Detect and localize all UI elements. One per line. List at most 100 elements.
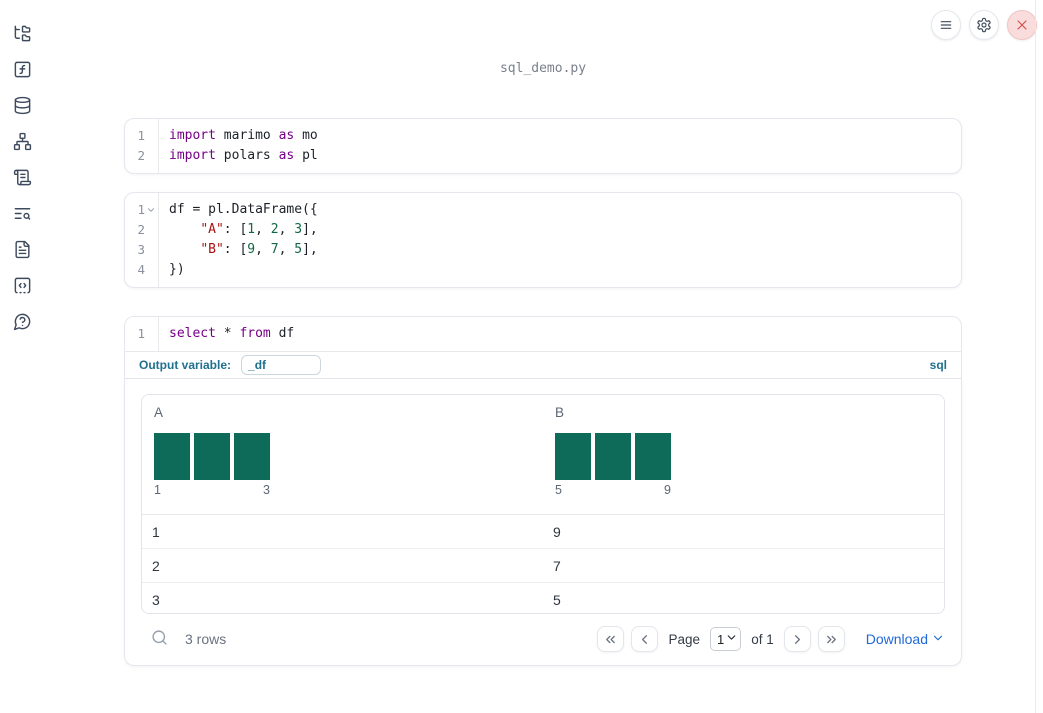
code-token: select: [169, 326, 216, 341]
code-token: ,: [278, 222, 295, 237]
code-token: 5: [294, 242, 303, 257]
sidebar: [0, 0, 44, 713]
table-cell: 9: [553, 523, 561, 540]
page-total-label: of 1: [751, 631, 774, 647]
output-variable-input[interactable]: [241, 355, 322, 375]
code-token: 1: [247, 222, 256, 237]
code-line: 4}): [125, 260, 961, 280]
last-page-button[interactable]: [817, 626, 845, 652]
code-text: select * from df: [158, 324, 294, 344]
sidebar-item-dependency-graph[interactable]: [8, 127, 36, 155]
folder-tree-icon: [14, 25, 30, 41]
code-editor[interactable]: 1 import marimo as mo 2 import polars as pl: [125, 119, 961, 173]
line-gutter: 2: [125, 220, 158, 240]
close-icon: [1017, 20, 1027, 30]
help-bubble-icon: [13, 313, 30, 330]
code-token: [169, 242, 200, 257]
prev-page-button[interactable]: [631, 626, 659, 652]
notebook-menu-button[interactable]: [931, 10, 961, 40]
code-token: }): [169, 262, 185, 277]
line-gutter: 3: [125, 240, 158, 260]
code-token: from: [239, 326, 271, 341]
code-token: *: [215, 326, 240, 341]
settings-icon: [977, 17, 991, 33]
scrollbar-track[interactable]: [1035, 0, 1036, 713]
chevron-right-icon: [794, 634, 800, 644]
download-button[interactable]: Download: [866, 631, 945, 648]
pagination: Page 1 of 1 Download: [597, 626, 945, 652]
chevron-down-icon: [933, 635, 943, 640]
shutdown-button[interactable]: [1007, 10, 1037, 40]
settings-button[interactable]: [969, 10, 999, 40]
code-token: mo: [294, 128, 318, 143]
code-token: "A": [200, 222, 224, 237]
notebook-filename: sql_demo.py: [499, 61, 587, 76]
page-label: Page: [668, 631, 700, 647]
first-page-button[interactable]: [597, 626, 625, 652]
histogram-bar: [154, 433, 190, 480]
sidebar-item-documentation[interactable]: [8, 235, 36, 263]
notebook-main: sql_demo.py 1 import marimo as mo 2 import …: [124, 0, 962, 713]
code-text: "B": [9, 7, 5],: [158, 240, 318, 260]
code-token: ],: [302, 222, 318, 237]
sidebar-item-snippets[interactable]: [8, 271, 36, 299]
search-icon: [151, 630, 167, 645]
code-line: 2 import polars as pl: [125, 146, 961, 166]
code-token: ],: [302, 242, 318, 257]
code-token: ,: [255, 222, 271, 237]
fold-slot[interactable]: [145, 205, 156, 215]
page-number-select[interactable]: 1: [709, 627, 742, 651]
code-line: 1 import marimo as mo: [125, 126, 961, 146]
sidebar-item-logs[interactable]: [8, 163, 36, 191]
sidebar-item-help[interactable]: [8, 307, 36, 335]
column-header-B[interactable]: B 5 9: [543, 395, 944, 514]
line-number: 1: [137, 202, 145, 217]
line-number: 2: [137, 148, 145, 163]
next-page-button[interactable]: [783, 626, 811, 652]
code-token: import: [169, 128, 216, 143]
code-token: df: [270, 326, 295, 341]
sidebar-item-data-sources[interactable]: [8, 91, 36, 119]
histogram-bar: [234, 433, 270, 480]
table-cell: 3: [152, 591, 160, 608]
line-number: 3: [137, 242, 145, 257]
code-line: 3 "B": [9, 7, 5],: [125, 240, 961, 260]
line-number: 4: [137, 262, 145, 277]
line-gutter: 4: [125, 260, 158, 280]
histogram-min-label: 5: [555, 483, 562, 497]
code-token: ,: [278, 242, 295, 257]
search-button[interactable]: [147, 627, 171, 651]
line-number: 1: [137, 326, 145, 341]
code-token: as: [278, 128, 295, 143]
topbar-actions: [931, 10, 1037, 40]
line-gutter: 2: [125, 146, 158, 166]
text-search-icon: [14, 207, 30, 220]
sidebar-item-file-explorer[interactable]: [8, 19, 36, 47]
line-number: 2: [137, 222, 145, 237]
line-number: 1: [137, 128, 145, 143]
code-editor[interactable]: 1 df = pl.DataFrame({2 "A": [1, 2, 3], 3 "…: [125, 193, 961, 287]
histogram-min-label: 1: [154, 483, 161, 497]
code-token: : [: [223, 242, 248, 257]
code-token: "B": [200, 242, 224, 257]
database-icon: [14, 96, 30, 114]
sidebar-item-variables[interactable]: [8, 55, 36, 83]
sidebar-item-outline[interactable]: [8, 199, 36, 227]
code-token: 9: [247, 242, 256, 257]
menu-icon: [940, 21, 952, 29]
row-count: 3 rows: [185, 631, 227, 647]
code-token: 3: [294, 222, 303, 237]
histogram-max-label: 9: [664, 483, 671, 497]
table-cell: 2: [152, 557, 160, 574]
column-name: B: [555, 405, 565, 420]
code-token: df = pl.DataFrame({: [169, 202, 318, 217]
sql-editor[interactable]: 1 select * from df: [125, 317, 961, 351]
